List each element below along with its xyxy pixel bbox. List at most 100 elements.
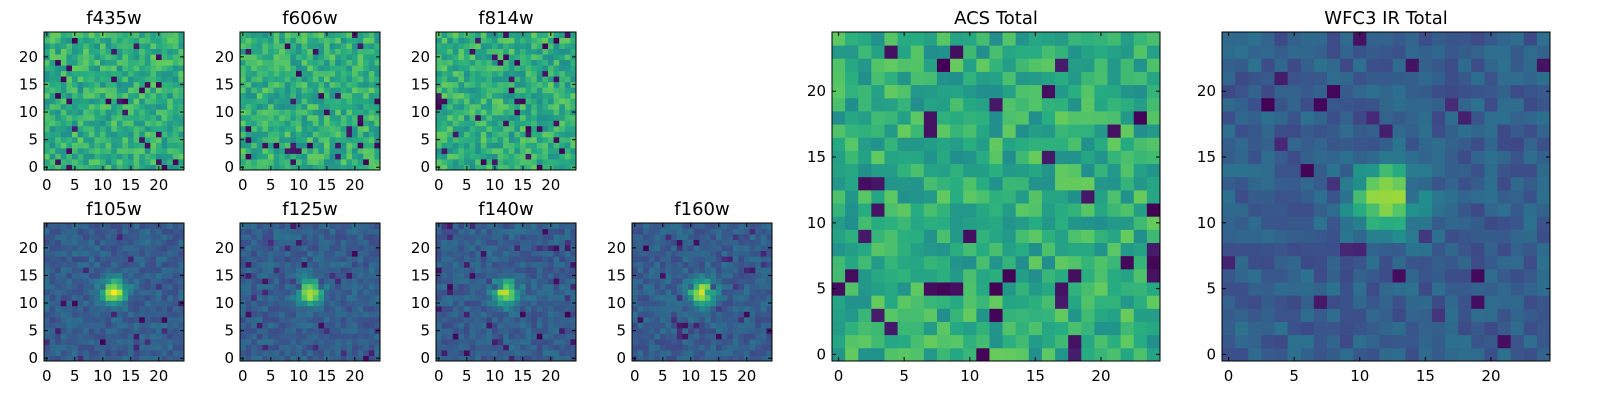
heatmap-cell: [536, 256, 543, 263]
heatmap-cell: [766, 294, 773, 301]
heatmap-cell: [508, 125, 515, 132]
heatmap-cell: [156, 256, 163, 263]
heatmap-cell: [49, 81, 56, 88]
heatmap-cell: [542, 70, 549, 77]
heatmap-cell: [307, 294, 314, 301]
heatmap-cell: [77, 59, 84, 66]
heatmap-cell: [100, 59, 107, 66]
heatmap-cell: [161, 349, 168, 356]
heatmap-cell: [716, 278, 723, 285]
heatmap-cell: [122, 158, 129, 165]
heatmap-cell: [161, 261, 168, 268]
heatmap-cell: [94, 311, 101, 318]
heatmap-cell: [452, 261, 459, 268]
heatmap-cell: [480, 245, 487, 252]
heatmap-cell: [268, 158, 275, 165]
heatmap-cell: [374, 76, 381, 83]
heatmap-cell: [144, 92, 151, 99]
heatmap-cell: [139, 349, 146, 356]
heatmap-cell: [324, 234, 331, 241]
heatmap-cell: [60, 256, 67, 263]
heatmap-cell: [94, 37, 101, 44]
heatmap-cell: [340, 81, 347, 88]
heatmap-cell: [469, 76, 476, 83]
heatmap-cell: [256, 283, 263, 290]
heatmap-cell: [755, 228, 762, 235]
heatmap-cell: [340, 228, 347, 235]
heatmap-cell: [172, 245, 179, 252]
heatmap-cell: [368, 256, 375, 263]
heatmap-cell: [564, 70, 571, 77]
heatmap-cell: [262, 223, 269, 229]
heatmap-cell: [77, 294, 84, 301]
heatmap-cell: [346, 120, 353, 127]
heatmap-cell: [884, 176, 899, 191]
heatmap-cell: [167, 223, 174, 229]
heatmap-cell: [503, 114, 510, 121]
heatmap-cell: [329, 283, 336, 290]
heatmap-cell: [262, 327, 269, 334]
heatmap-cell: [94, 228, 101, 235]
heatmap-cell: [55, 136, 62, 143]
heatmap-cell: [312, 136, 319, 143]
heatmap-cell: [44, 256, 51, 263]
heatmap-cell: [49, 54, 56, 61]
heatmap-cell: [475, 272, 482, 279]
heatmap-cell: [83, 327, 90, 334]
heatmap-cell: [553, 70, 560, 77]
heatmap-cell: [738, 261, 745, 268]
heatmap-cell: [480, 92, 487, 99]
heatmap-cell: [116, 294, 123, 301]
heatmap-cell: [553, 316, 560, 323]
heatmap-cell: [279, 109, 286, 116]
heatmap-cell: [469, 355, 476, 362]
heatmap-cell: [116, 131, 123, 138]
heatmap-cell: [167, 349, 174, 356]
heatmap-cell: [251, 272, 258, 279]
heatmap-cell: [671, 322, 678, 329]
heatmap-cell: [296, 70, 303, 77]
heatmap-cell: [514, 92, 521, 99]
heatmap-cell: [536, 228, 543, 235]
heatmap-cell: [83, 311, 90, 318]
heatmap-cell: [452, 98, 459, 105]
heatmap-cell: [486, 81, 493, 88]
heatmap-cell: [178, 316, 185, 323]
y-tick-label: 5: [616, 322, 626, 340]
heatmap-cell: [570, 305, 577, 312]
heatmap-cell: [548, 59, 555, 66]
heatmap-cell: [284, 239, 291, 246]
heatmap-cell: [475, 147, 482, 154]
heatmap-cell: [497, 311, 504, 318]
heatmap-cell: [492, 245, 499, 252]
heatmap-cell: [508, 54, 515, 61]
heatmap-cell: [1015, 189, 1030, 204]
heatmap-cell: [49, 70, 56, 77]
heatmap-cell: [727, 316, 734, 323]
heatmap-cell: [475, 300, 482, 307]
heatmap-cell: [452, 283, 459, 290]
heatmap-cell: [475, 311, 482, 318]
heatmap-cell: [296, 120, 303, 127]
heatmap-cell: [486, 294, 493, 301]
heatmap-cell: [178, 158, 185, 165]
heatmap-cell: [318, 294, 325, 301]
heatmap-cell: [60, 70, 67, 77]
heatmap-cell: [514, 32, 521, 38]
heatmap-cell: [665, 344, 672, 351]
heatmap-cell: [262, 103, 269, 110]
heatmap-cell: [503, 76, 510, 83]
heatmap-cell: [122, 125, 129, 132]
heatmap-cell: [648, 234, 655, 241]
heatmap-cell: [682, 338, 689, 345]
heatmap-cell: [447, 131, 454, 138]
heatmap-cell: [72, 87, 79, 94]
heatmap-cell: [458, 333, 465, 340]
heatmap-cell: [290, 147, 297, 154]
heatmap-cell: [161, 267, 168, 274]
heatmap-cell: [77, 256, 84, 263]
heatmap-cell: [486, 355, 493, 362]
heatmap-cell: [654, 327, 661, 334]
heatmap-cell: [329, 92, 336, 99]
heatmap-cell: [884, 203, 899, 217]
